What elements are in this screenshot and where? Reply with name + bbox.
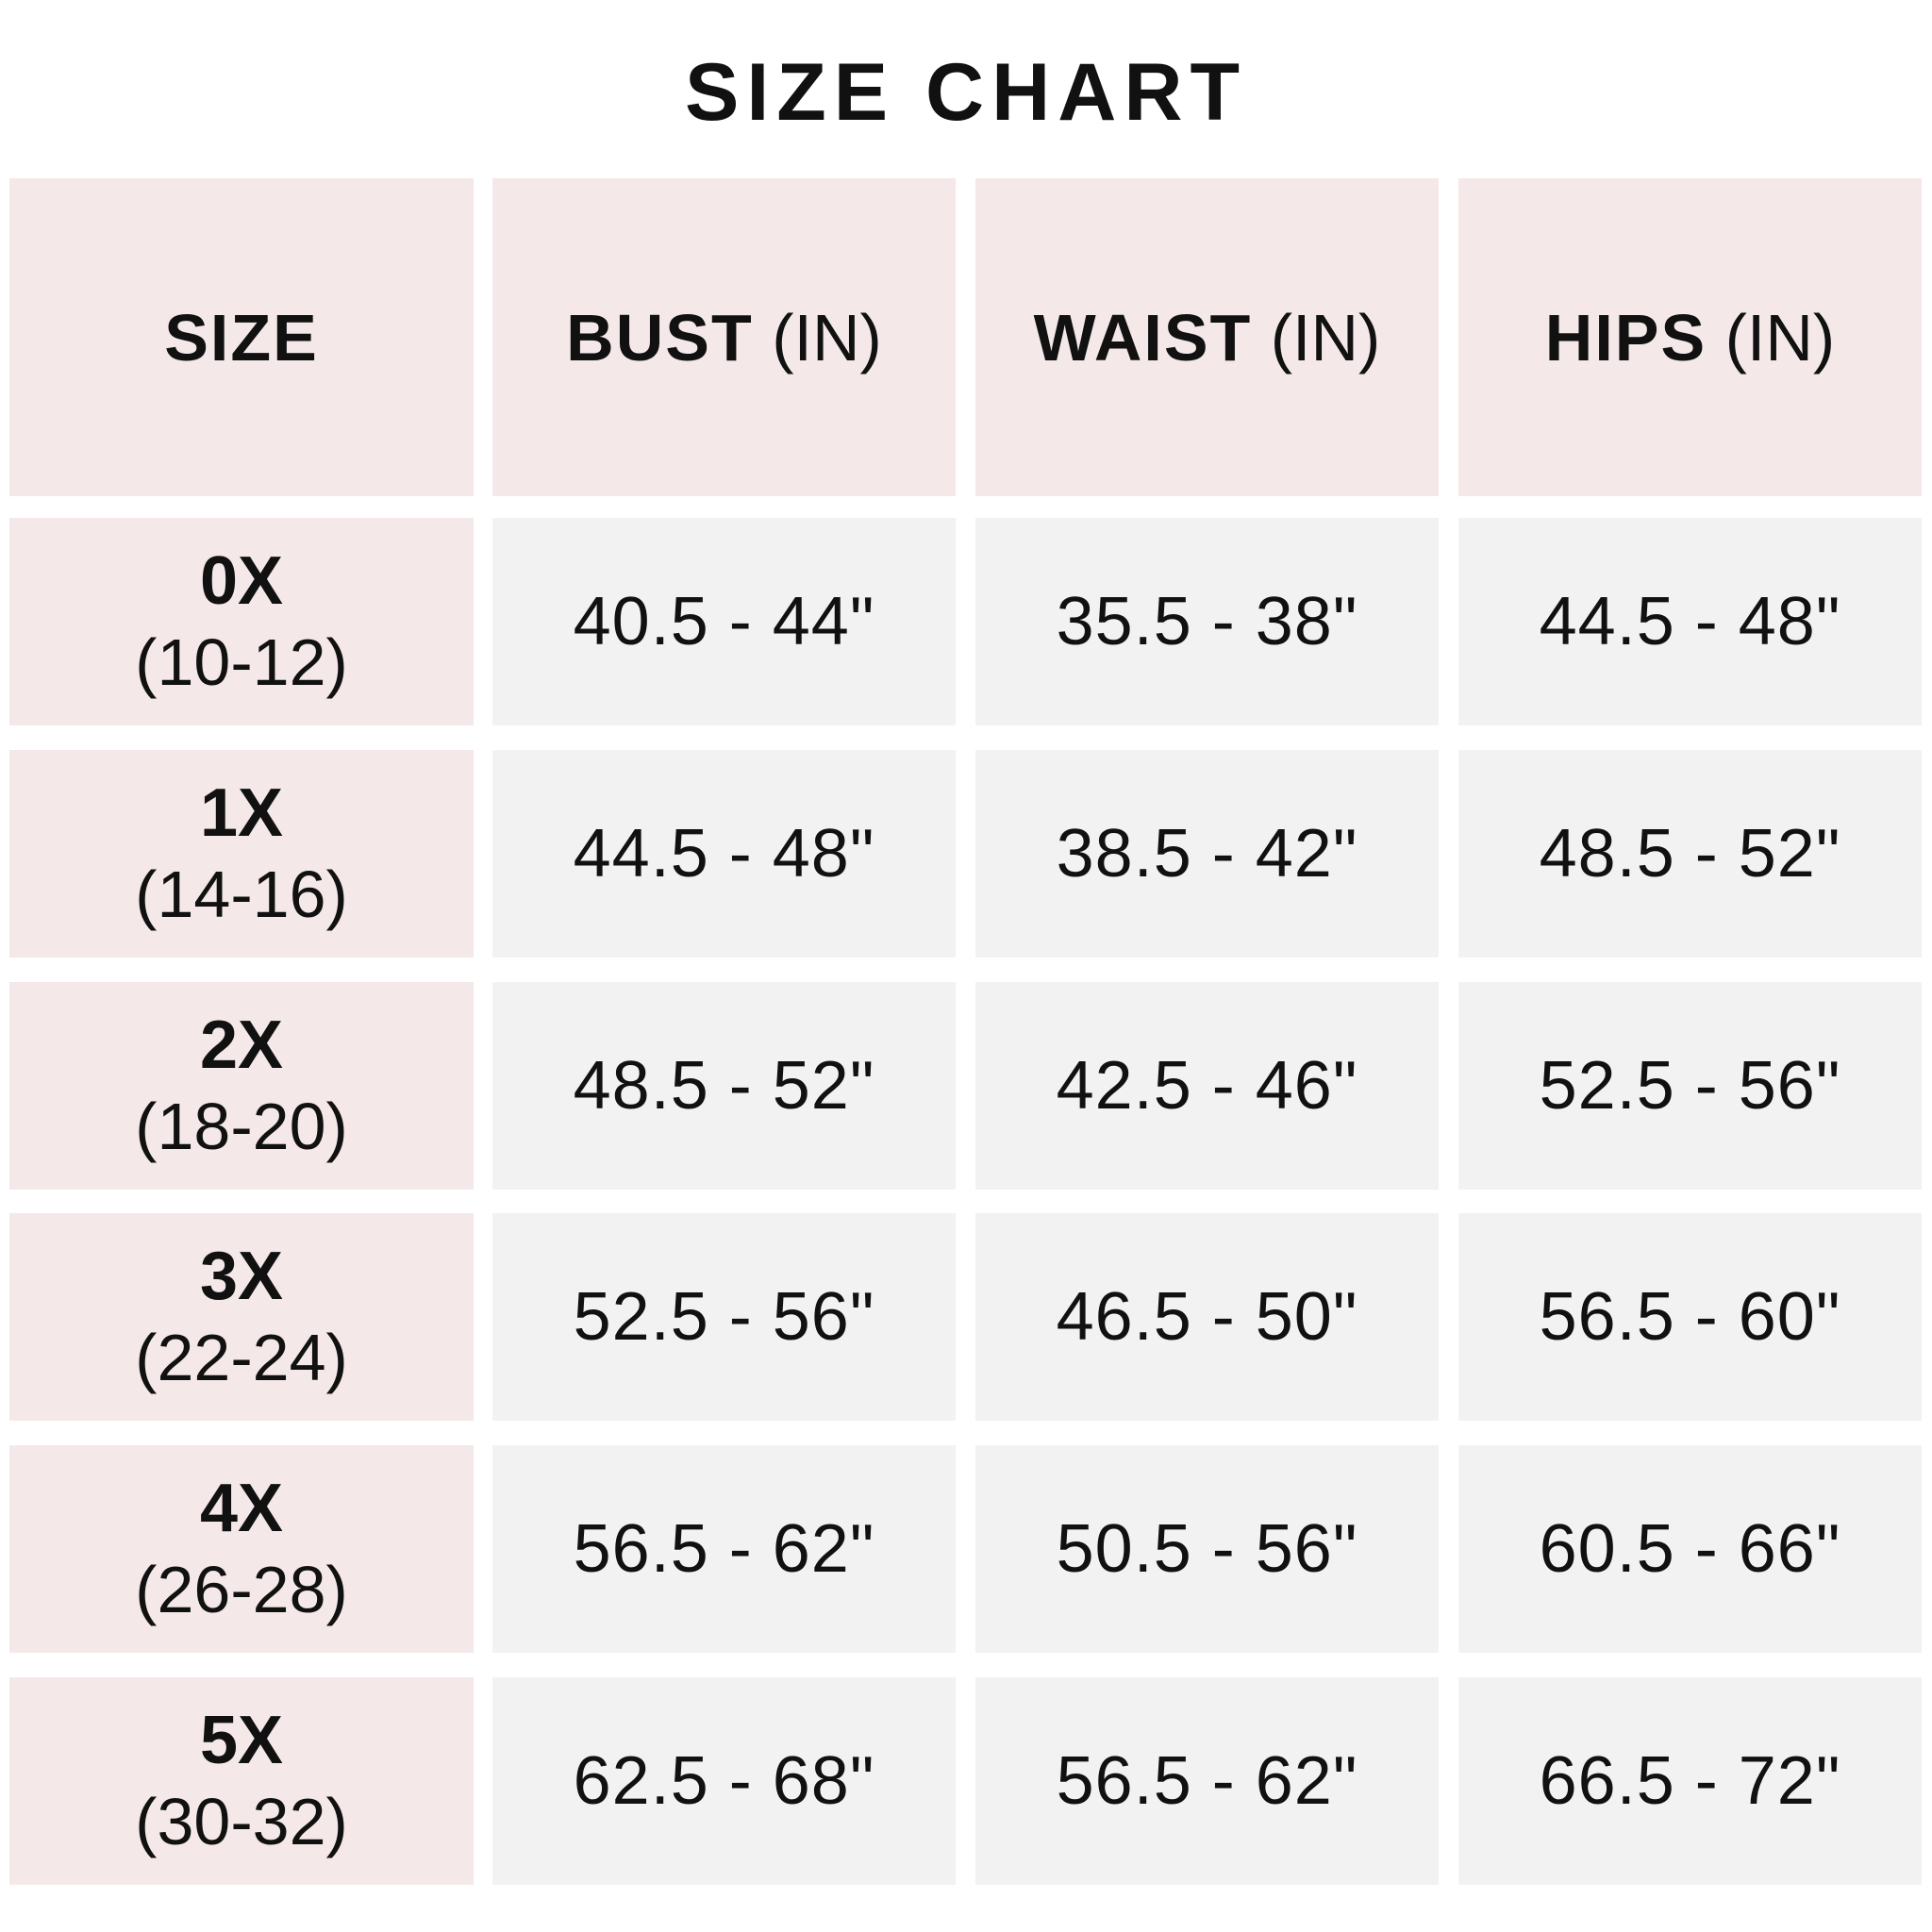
table-row-size: 2X (18-20) <box>9 981 474 1190</box>
header-text: SIZE <box>164 300 319 375</box>
header-text: WAIST (IN) <box>1034 300 1381 375</box>
header-label: BUST <box>566 300 754 375</box>
table-row-size: 3X (22-24) <box>9 1213 474 1422</box>
hips-cell: 60.5 - 66" <box>1458 1445 1922 1654</box>
header-unit: (IN) <box>1270 300 1381 375</box>
waist-cell: 50.5 - 56" <box>975 1445 1439 1654</box>
size-numeric-range: (18-20) <box>135 1089 348 1163</box>
header-unit: (IN) <box>1724 300 1836 375</box>
bust-cell: 52.5 - 56" <box>492 1213 956 1422</box>
hips-cell: 56.5 - 60" <box>1458 1213 1922 1422</box>
table-row-size: 4X (26-28) <box>9 1445 474 1654</box>
header-label: WAIST <box>1033 300 1253 375</box>
size-numeric-range: (14-16) <box>135 857 348 931</box>
bust-cell: 62.5 - 68" <box>492 1677 956 1885</box>
size-label: 1X <box>199 774 284 851</box>
hips-cell: 66.5 - 72" <box>1458 1677 1922 1885</box>
hips-cell: 44.5 - 48" <box>1458 518 1922 725</box>
hips-cell: 52.5 - 56" <box>1458 981 1922 1190</box>
size-label: 0X <box>199 543 284 619</box>
waist-cell: 42.5 - 46" <box>975 981 1439 1190</box>
size-label: 5X <box>199 1703 284 1778</box>
size-label: 2X <box>199 1007 284 1083</box>
size-label: 4X <box>199 1471 284 1547</box>
header-label: HIPS <box>1544 300 1707 375</box>
table-row-size: 5X (30-32) <box>9 1677 474 1885</box>
table-row-size: 1X (14-16) <box>9 749 474 958</box>
header-cell: BUST (IN) <box>492 178 956 496</box>
bust-cell: 40.5 - 44" <box>492 518 956 725</box>
size-numeric-range: (22-24) <box>135 1321 348 1395</box>
page-title: SIZE CHART <box>685 47 1247 138</box>
header-cell: HIPS (IN) <box>1458 178 1922 496</box>
waist-cell: 56.5 - 62" <box>975 1677 1439 1885</box>
header-cell: WAIST (IN) <box>975 178 1439 496</box>
header-cell: SIZE <box>9 178 474 496</box>
waist-cell: 38.5 - 42" <box>975 749 1439 958</box>
table-row-size: 0X (10-12) <box>9 518 474 725</box>
size-numeric-range: (26-28) <box>135 1553 348 1627</box>
header-text: HIPS (IN) <box>1545 300 1835 375</box>
size-numeric-range: (10-12) <box>135 625 348 699</box>
bust-cell: 56.5 - 62" <box>492 1445 956 1654</box>
size-numeric-range: (30-32) <box>135 1785 348 1858</box>
waist-cell: 46.5 - 50" <box>975 1213 1439 1422</box>
header-label: SIZE <box>164 300 319 375</box>
waist-cell: 35.5 - 38" <box>975 518 1439 725</box>
size-label: 3X <box>199 1239 284 1315</box>
header-text: BUST (IN) <box>566 300 882 375</box>
bust-cell: 44.5 - 48" <box>492 749 956 958</box>
header-unit: (IN) <box>772 300 882 375</box>
hips-cell: 48.5 - 52" <box>1458 749 1922 958</box>
bust-cell: 48.5 - 52" <box>492 981 956 1190</box>
